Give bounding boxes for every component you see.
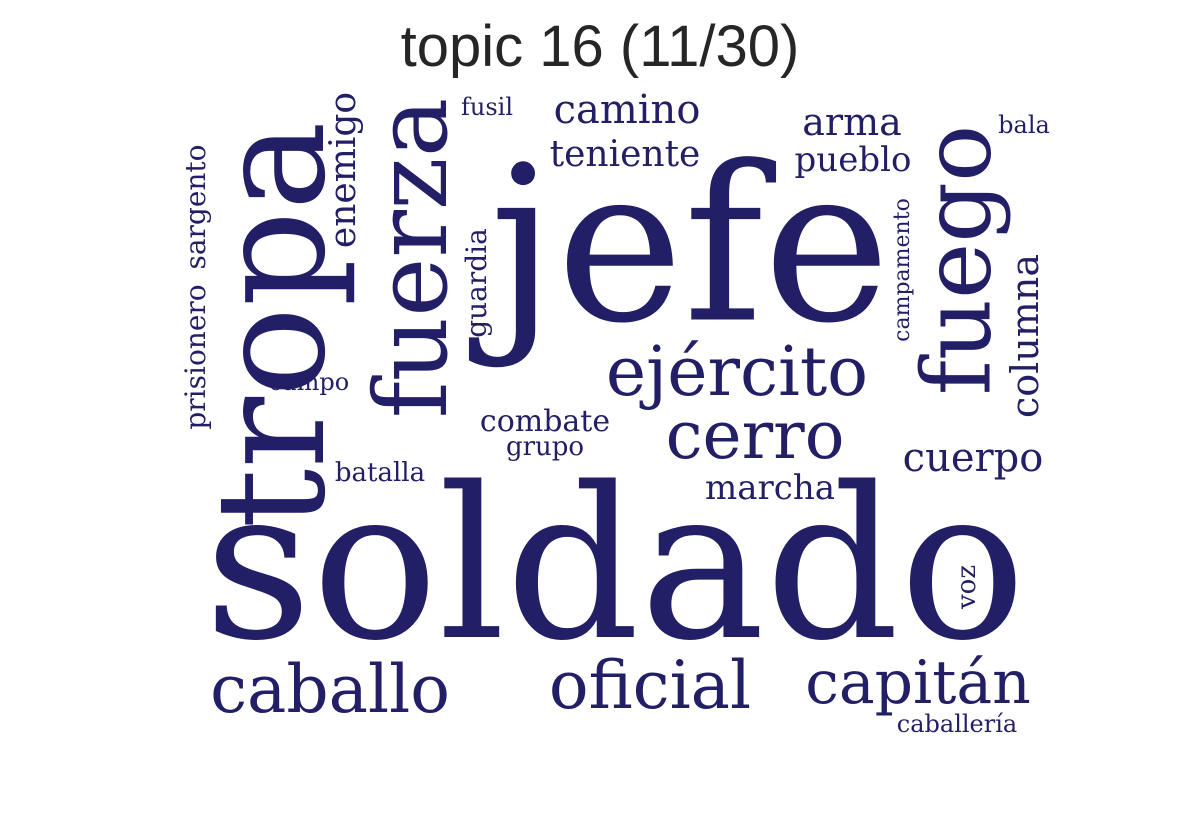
word-pueblo: pueblo: [794, 140, 912, 180]
word-caballo: caballo: [210, 651, 450, 728]
word-oficial: oficial: [548, 647, 752, 724]
word-caballeria: caballería: [896, 710, 1018, 738]
word-prisionero: prisionero: [179, 284, 212, 430]
word-combate: combate: [479, 404, 611, 439]
word-fusil: fusil: [460, 93, 514, 121]
word-campamento: campamento: [890, 198, 915, 342]
word-marcha: marcha: [705, 468, 835, 508]
word-voz: voz: [952, 564, 982, 610]
word-guardia: guardia: [460, 228, 493, 338]
word-campo: campo: [268, 368, 350, 396]
word-enemigo: enemigo: [323, 91, 364, 249]
word-grupo: grupo: [505, 432, 585, 462]
word-camino: camino: [553, 87, 701, 133]
word-capitan: capitán: [805, 648, 1031, 718]
word-sargento: sargento: [179, 144, 212, 270]
word-arma: arma: [802, 100, 902, 144]
word-cuerpo: cuerpo: [902, 435, 1044, 481]
word-fuego: fuego: [902, 124, 1013, 396]
word-teniente: teniente: [549, 134, 701, 175]
word-ejercito: ejército: [605, 333, 869, 412]
word-jefe: jefe: [489, 119, 891, 371]
word-bala: bala: [998, 111, 1050, 139]
chart-title: topic 16 (11/30): [400, 14, 800, 79]
word-cerro: cerro: [665, 397, 845, 474]
word-columna: columna: [1003, 254, 1047, 418]
word-batalla: batalla: [334, 458, 426, 488]
word-fuerza: fuerza: [353, 97, 470, 419]
word-soldado: soldado: [204, 442, 1026, 687]
